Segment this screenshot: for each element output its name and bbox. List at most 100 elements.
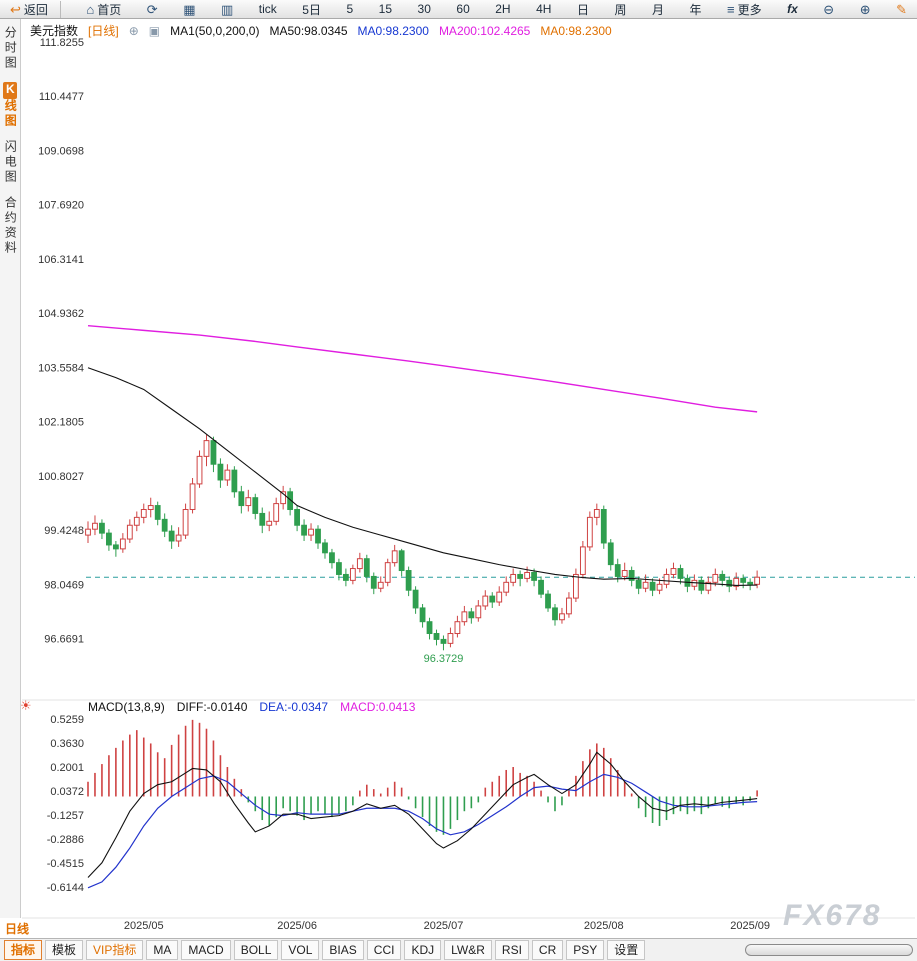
toolbar-home[interactable]: ⌂ 首页 xyxy=(86,1,121,18)
draw-icon: ✎ xyxy=(896,1,907,17)
tab-macd[interactable]: MACD xyxy=(181,939,231,961)
svg-text:99.4248: 99.4248 xyxy=(44,525,84,537)
toolbar-period-year[interactable]: 年 xyxy=(689,1,701,18)
toolbar-period-day[interactable]: 日 xyxy=(577,1,589,18)
ma50-value: MA50:98.0345 xyxy=(269,23,348,38)
tab-kdj[interactable]: KDJ xyxy=(404,939,442,961)
tab-rsi[interactable]: RSI xyxy=(494,939,529,961)
toolbar-period-4h[interactable]: 4H xyxy=(536,2,551,16)
add-indicator-icon[interactable]: ⊕ xyxy=(128,23,139,38)
svg-text:2025/05: 2025/05 xyxy=(124,920,164,932)
toolbar-bar-chart[interactable]: ▦ xyxy=(183,3,195,16)
toolbar-period-30[interactable]: 30 xyxy=(418,2,431,16)
tab-template[interactable]: 模板 xyxy=(45,939,84,961)
tab-ma[interactable]: MA xyxy=(146,939,179,961)
svg-text:96.3729: 96.3729 xyxy=(424,653,464,665)
tab-bias[interactable]: BIAS xyxy=(322,939,364,961)
macd-title: MACD(13,8,9) xyxy=(88,700,165,714)
toolbar-zoom-out[interactable]: ⊖ xyxy=(823,3,834,16)
tab-cci[interactable]: CCI xyxy=(366,939,402,961)
toolbar-label-period-week: 周 xyxy=(614,2,627,17)
sidebar: 分时图 K线图闪电图合约资料 xyxy=(0,19,21,918)
tab-indicator[interactable]: 指标 xyxy=(4,939,43,961)
sidebar-item-kline-chart[interactable]: K线图 xyxy=(3,82,18,129)
tab-vol[interactable]: VOL xyxy=(281,939,320,961)
toolbar-draw[interactable]: ✎ xyxy=(896,3,907,16)
toolbar-label-period-60: 60 xyxy=(456,2,470,16)
tab-settings[interactable]: 设置 xyxy=(607,939,646,961)
indicator-settings-sun-icon[interactable]: ☀ xyxy=(20,698,32,713)
home-icon: ⌂ xyxy=(86,1,95,17)
period-badge: [日线] xyxy=(88,24,119,38)
toolbar-refresh[interactable]: ⟳ xyxy=(147,3,158,16)
toolbar-label-more: 更多 xyxy=(737,2,762,17)
toolbar-period-5[interactable]: 5 xyxy=(346,2,353,16)
macd-header: MACD(13,8,9) DIFF:-0.0140 DEA:-0.0347 MA… xyxy=(88,700,415,714)
fx678-watermark: FX678 xyxy=(783,899,882,932)
chart-header: 美元指数 [日线] ⊕ ▣ MA1(50,0,200,0) MA50:98.03… xyxy=(30,22,612,39)
indicator-tabbar: 指标 模板 VIP指标 MA MACD BOLL VOL BIAS CCI KDJ LW&R RSI C… xyxy=(0,938,917,961)
back-icon: ↩ xyxy=(10,1,21,17)
ma0-orange-value: MA0:98.2300 xyxy=(540,23,612,38)
bottom-period-label[interactable]: 日线 xyxy=(5,922,30,936)
svg-text:96.6691: 96.6691 xyxy=(44,634,84,646)
tab-cr[interactable]: CR xyxy=(531,939,564,961)
svg-text:100.8027: 100.8027 xyxy=(38,471,84,483)
scrollbar-thumb[interactable] xyxy=(745,944,913,956)
svg-text:0.3630: 0.3630 xyxy=(50,738,84,750)
svg-text:0.2001: 0.2001 xyxy=(50,762,84,774)
toolbar-label-back: 返回 xyxy=(23,2,48,17)
toolbar-more[interactable]: ≡ 更多 xyxy=(727,1,762,18)
svg-text:0.5259: 0.5259 xyxy=(50,714,84,726)
toolbar-period-week[interactable]: 周 xyxy=(614,1,626,18)
svg-text:-0.6144: -0.6144 xyxy=(47,882,84,894)
toolbar-zoom-in[interactable]: ⊕ xyxy=(860,3,871,16)
svg-text:102.1805: 102.1805 xyxy=(38,417,84,429)
toolbar-label-period-year: 年 xyxy=(689,2,702,17)
toolbar-period-month[interactable]: 月 xyxy=(652,1,664,18)
svg-text:104.9362: 104.9362 xyxy=(38,308,84,320)
svg-text:0.0372: 0.0372 xyxy=(50,786,84,798)
ma-config-icon[interactable]: ▣ xyxy=(148,23,161,38)
toolbar-period-tick[interactable]: tick xyxy=(259,2,277,16)
tab-lwr[interactable]: LW&R xyxy=(444,939,492,961)
toolbar-period-15[interactable]: 15 xyxy=(379,2,392,16)
zoom-out-icon: ⊖ xyxy=(823,1,835,17)
svg-text:103.5584: 103.5584 xyxy=(38,362,84,374)
tab-vip-indicator[interactable]: VIP指标 xyxy=(86,939,144,961)
ma-params: MA1(50,0,200,0) xyxy=(170,23,260,38)
svg-text:2025/09: 2025/09 xyxy=(730,920,770,932)
macd-value: MACD:0.0413 xyxy=(340,700,416,714)
active-chart-type-badge: K xyxy=(3,82,18,99)
price-macd-chart[interactable]: 111.8255 110.4477 109.0698 107.6920 106.3141… xyxy=(22,38,917,938)
toolbar-label-period-month: 月 xyxy=(651,2,664,17)
svg-text:107.6920: 107.6920 xyxy=(38,200,84,212)
toolbar-label-period-5: 5 xyxy=(346,2,354,16)
svg-text:-0.1257: -0.1257 xyxy=(47,810,84,822)
sidebar-item-time-chart[interactable]: 分时图 xyxy=(3,26,18,71)
sidebar-item-flash-chart[interactable]: 闪电图 xyxy=(3,140,18,185)
toolbar-fx-functions[interactable]: fx xyxy=(787,2,798,16)
toolbar-period-60[interactable]: 60 xyxy=(456,2,469,16)
toolbar-period-5d[interactable]: 5日 xyxy=(302,1,321,18)
svg-text:-0.2886: -0.2886 xyxy=(47,834,84,846)
sidebar-item-contract-info[interactable]: 合约资料 xyxy=(3,196,18,256)
refresh-icon: ⟳ xyxy=(146,1,158,17)
indicator-chart-icon: ▥ xyxy=(221,1,234,17)
toolbar-label-fx-functions: fx xyxy=(787,2,798,16)
ma200-value: MA200:102.4265 xyxy=(438,23,531,38)
zoom-in-icon: ⊕ xyxy=(859,1,871,17)
svg-text:2025/08: 2025/08 xyxy=(584,920,624,932)
toolbar-label-period-5d: 5日 xyxy=(302,2,321,17)
toolbar-label-home: 首页 xyxy=(97,2,122,17)
macd-dea-value: DEA:-0.0347 xyxy=(259,700,329,714)
tab-boll[interactable]: BOLL xyxy=(233,939,279,961)
svg-text:111.8255: 111.8255 xyxy=(40,38,84,49)
toolbar-back[interactable]: ↩ 返回 xyxy=(10,0,61,18)
toolbar-indicator-chart[interactable]: ▥ xyxy=(221,3,233,16)
toolbar-period-2h[interactable]: 2H xyxy=(495,2,510,16)
toolbar-label-period-day: 日 xyxy=(576,2,589,17)
svg-text:109.0698: 109.0698 xyxy=(38,145,84,157)
tab-psy[interactable]: PSY xyxy=(566,939,605,961)
svg-text:98.0469: 98.0469 xyxy=(44,579,84,591)
